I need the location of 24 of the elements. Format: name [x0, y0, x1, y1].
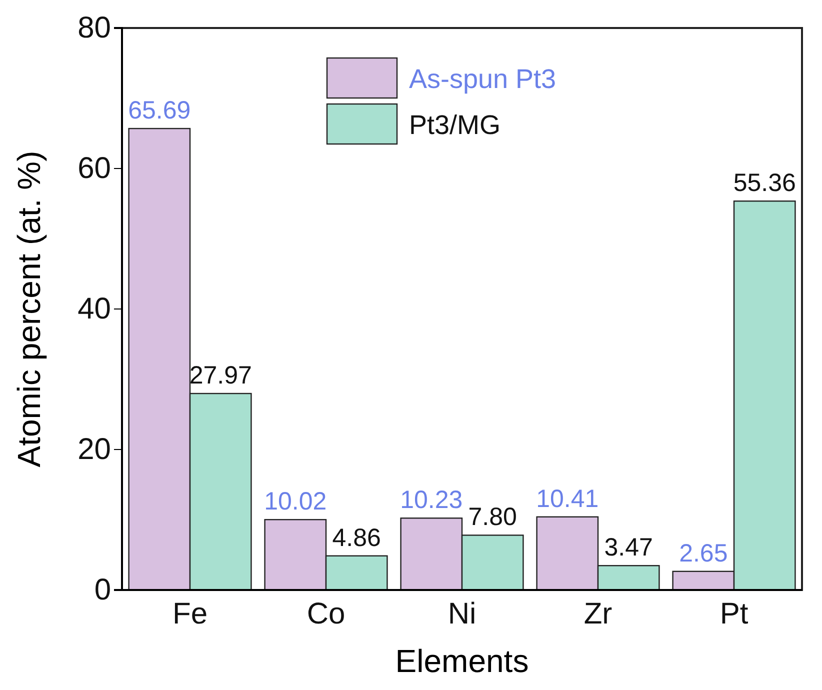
data-label: 55.36: [733, 169, 796, 198]
y-tick-label: 0: [94, 574, 111, 607]
data-label: 4.86: [332, 524, 381, 552]
x-tick-label: Zr: [584, 597, 612, 630]
data-label: 65.69: [128, 96, 191, 125]
data-label: 10.02: [264, 488, 327, 516]
legend-label: As-spun Pt3: [409, 64, 556, 94]
x-tick-label: Fe: [172, 597, 208, 630]
x-tick-label: Co: [306, 597, 346, 630]
y-tick-label: 80: [78, 12, 111, 45]
data-label: 27.97: [189, 362, 252, 390]
x-tick-label: Ni: [448, 597, 476, 630]
data-label: 10.23: [400, 486, 463, 514]
legend-label: Pt3/MG: [409, 110, 501, 140]
data-label: 10.41: [536, 484, 599, 513]
data-label: 2.65: [679, 539, 728, 568]
y-tick-label: 20: [78, 433, 111, 466]
y-tick-label: 40: [78, 292, 111, 326]
x-tick-label: Pt: [720, 597, 749, 630]
x-axis-title: Elements: [395, 643, 529, 679]
data-label: 7.80: [468, 503, 517, 532]
y-tick-label: 60: [78, 152, 111, 186]
y-axis-title: Atomic percent (at. %): [11, 150, 47, 468]
data-label: 3.47: [604, 534, 653, 562]
